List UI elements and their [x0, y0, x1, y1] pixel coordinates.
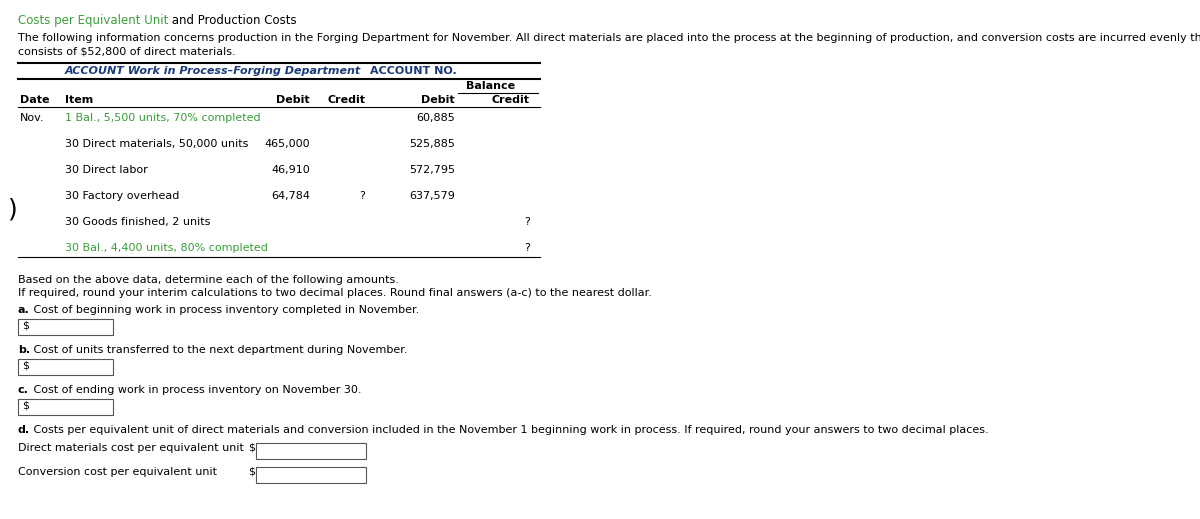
- Text: $: $: [22, 361, 29, 371]
- Text: consists of $52,800 of direct materials.: consists of $52,800 of direct materials.: [18, 47, 235, 57]
- FancyBboxPatch shape: [18, 399, 113, 415]
- Text: ?: ?: [524, 217, 530, 227]
- Text: 60,885: 60,885: [416, 113, 455, 123]
- Text: 64,784: 64,784: [271, 191, 310, 201]
- Text: ACCOUNT Work in Process–Forging Department: ACCOUNT Work in Process–Forging Departme…: [65, 66, 361, 76]
- Text: 572,795: 572,795: [409, 165, 455, 175]
- Text: 465,000: 465,000: [264, 139, 310, 149]
- Text: a.: a.: [18, 305, 30, 315]
- Text: The following information concerns production in the Forging Department for Nove: The following information concerns produ…: [18, 33, 1200, 43]
- Text: Cost of units transferred to the next department during November.: Cost of units transferred to the next de…: [30, 345, 408, 355]
- Text: Costs per equivalent unit of direct materials and conversion included in the Nov: Costs per equivalent unit of direct mate…: [30, 425, 989, 435]
- FancyBboxPatch shape: [256, 443, 366, 459]
- Text: 30 Direct materials, 50,000 units: 30 Direct materials, 50,000 units: [65, 139, 248, 149]
- Text: Credit: Credit: [492, 95, 530, 105]
- Text: $: $: [248, 467, 256, 477]
- Text: 1 Bal., 5,500 units, 70% completed: 1 Bal., 5,500 units, 70% completed: [65, 113, 260, 123]
- Text: If required, round your interim calculations to two decimal places. Round final : If required, round your interim calculat…: [18, 288, 652, 298]
- Text: Conversion cost per equivalent unit: Conversion cost per equivalent unit: [18, 467, 217, 477]
- Text: 30 Bal., 4,400 units, 80% completed: 30 Bal., 4,400 units, 80% completed: [65, 243, 268, 253]
- Text: Costs per Equivalent Unit: Costs per Equivalent Unit: [18, 14, 168, 27]
- Text: Based on the above data, determine each of the following amounts.: Based on the above data, determine each …: [18, 275, 398, 285]
- Text: $: $: [248, 443, 256, 453]
- Text: ?: ?: [524, 243, 530, 253]
- Text: Item: Item: [65, 95, 94, 105]
- Text: 30 Goods finished, 2 units: 30 Goods finished, 2 units: [65, 217, 210, 227]
- Text: Cost of beginning work in process inventory completed in November.: Cost of beginning work in process invent…: [30, 305, 419, 315]
- Text: 637,579: 637,579: [409, 191, 455, 201]
- Text: and Production Costs: and Production Costs: [168, 14, 296, 27]
- Text: Cost of ending work in process inventory on November 30.: Cost of ending work in process inventory…: [30, 385, 361, 395]
- Text: ): ): [8, 197, 18, 221]
- FancyBboxPatch shape: [256, 467, 366, 483]
- FancyBboxPatch shape: [18, 359, 113, 375]
- Text: Date: Date: [20, 95, 49, 105]
- Text: Direct materials cost per equivalent unit: Direct materials cost per equivalent uni…: [18, 443, 244, 453]
- Text: $: $: [22, 401, 29, 411]
- Text: 46,910: 46,910: [271, 165, 310, 175]
- Text: Credit: Credit: [326, 95, 365, 105]
- Text: ACCOUNT NO.: ACCOUNT NO.: [370, 66, 457, 76]
- Text: $: $: [22, 321, 29, 331]
- Text: c.: c.: [18, 385, 29, 395]
- Text: 30 Factory overhead: 30 Factory overhead: [65, 191, 179, 201]
- Text: 525,885: 525,885: [409, 139, 455, 149]
- FancyBboxPatch shape: [18, 319, 113, 335]
- Text: Debit: Debit: [421, 95, 455, 105]
- Text: Balance: Balance: [467, 81, 516, 91]
- Text: 30 Direct labor: 30 Direct labor: [65, 165, 148, 175]
- Text: b.: b.: [18, 345, 30, 355]
- Text: ?: ?: [359, 191, 365, 201]
- Text: Nov.: Nov.: [20, 113, 44, 123]
- Text: Debit: Debit: [276, 95, 310, 105]
- Text: d.: d.: [18, 425, 30, 435]
